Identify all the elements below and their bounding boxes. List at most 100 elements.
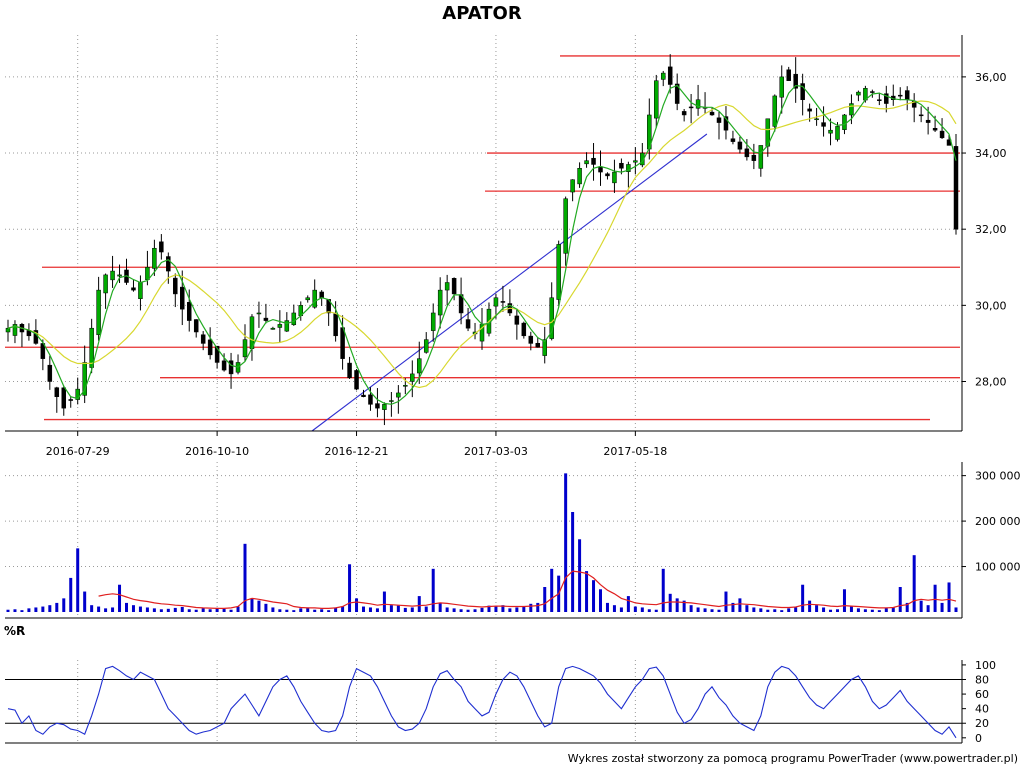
volume-y-tick-label: 300 000 [975, 470, 1021, 483]
price-y-tick-label: 30,00 [975, 299, 1007, 312]
candle [786, 66, 791, 81]
candle [751, 143, 757, 170]
candle [465, 307, 471, 332]
candle [186, 289, 192, 332]
candle-body [633, 160, 638, 163]
volume-bar [647, 609, 651, 612]
volume-bar [194, 609, 198, 612]
candle-body [681, 111, 687, 116]
candle [911, 93, 917, 123]
volume-bar [341, 606, 345, 612]
candle-body [654, 80, 659, 119]
candle [591, 143, 596, 181]
date-x-tick-label: 2016-12-21 [325, 445, 389, 458]
candle [347, 356, 352, 380]
candle-body [674, 83, 680, 104]
candle-body [319, 291, 324, 298]
candle [451, 277, 457, 301]
volume-bar [166, 608, 170, 612]
candle-body [932, 128, 938, 131]
volume-bar [131, 605, 135, 612]
candle-body [904, 90, 910, 100]
candle-body [117, 274, 122, 277]
volume-bar [787, 608, 791, 612]
candle-body [138, 282, 143, 299]
candle [235, 354, 241, 375]
candle-body [75, 388, 80, 400]
candle-body [939, 130, 945, 139]
candle [535, 337, 541, 348]
volume-bar [564, 473, 568, 612]
candle-body [779, 76, 784, 98]
candle [305, 295, 310, 303]
williams-r-y-tick-label: 80 [975, 673, 989, 686]
volume-bar [285, 609, 289, 612]
volume-bar [550, 568, 554, 612]
candle-body [953, 146, 959, 230]
volume-bar [856, 608, 860, 612]
candle [528, 331, 534, 351]
volume-bar [410, 607, 414, 612]
candle [521, 321, 527, 339]
candle [542, 326, 547, 364]
candle-body [361, 394, 366, 397]
volume-bar [201, 608, 205, 612]
candle-body [856, 91, 861, 96]
volume-bar [717, 609, 721, 612]
volume-bar [773, 609, 777, 612]
candle-body [430, 312, 436, 331]
volume-bar [675, 598, 679, 612]
candle-body [465, 319, 471, 329]
volume-bar [612, 605, 616, 612]
candle-body [556, 244, 561, 300]
volume-bar [661, 568, 665, 612]
candle [772, 94, 778, 132]
williams-r-y-tick-label: 0 [975, 732, 982, 745]
candle-body [173, 277, 178, 295]
volume-bar [173, 607, 177, 612]
candle-body [619, 162, 624, 169]
candle [221, 353, 227, 372]
volume-bar [62, 598, 66, 612]
volume-bar [292, 610, 296, 612]
candle-body [598, 166, 603, 173]
price-y-tick-label: 34,00 [975, 147, 1007, 160]
candle-body [716, 117, 722, 123]
volume-bar [933, 584, 937, 612]
candle-body [584, 160, 589, 165]
candle-body [423, 339, 429, 353]
volume-bar [229, 609, 233, 612]
candle-body [68, 399, 73, 401]
volume-bar [145, 607, 149, 612]
candle [884, 85, 889, 113]
candle [68, 396, 73, 408]
candle-body [695, 99, 701, 109]
volume-y-ticks: 100 000 200 000 300 000 [962, 470, 1021, 574]
candle [939, 118, 945, 139]
candle-body [626, 164, 631, 172]
volume-bar [41, 606, 45, 612]
williams-r-path [7, 665, 957, 739]
candle [640, 143, 645, 168]
candle [737, 136, 743, 154]
volume-bar [898, 587, 902, 612]
volume-bar [536, 602, 540, 612]
williams-r-y-tick-label: 40 [975, 703, 989, 716]
volume-bar [592, 580, 596, 612]
volume-bar [954, 607, 958, 612]
volume-bar [403, 607, 407, 612]
volume-bar [794, 607, 798, 612]
candle [577, 162, 582, 188]
candle [214, 345, 220, 369]
candle-body [870, 91, 875, 93]
candle [117, 264, 122, 283]
volume-bar [34, 607, 38, 612]
candle [200, 331, 206, 351]
candle-body [758, 145, 764, 169]
candle-body [744, 148, 750, 158]
volume-bar [152, 608, 156, 612]
candle [410, 360, 415, 398]
candle [584, 152, 589, 168]
candle-body [688, 106, 694, 109]
volume-bar [271, 607, 275, 612]
